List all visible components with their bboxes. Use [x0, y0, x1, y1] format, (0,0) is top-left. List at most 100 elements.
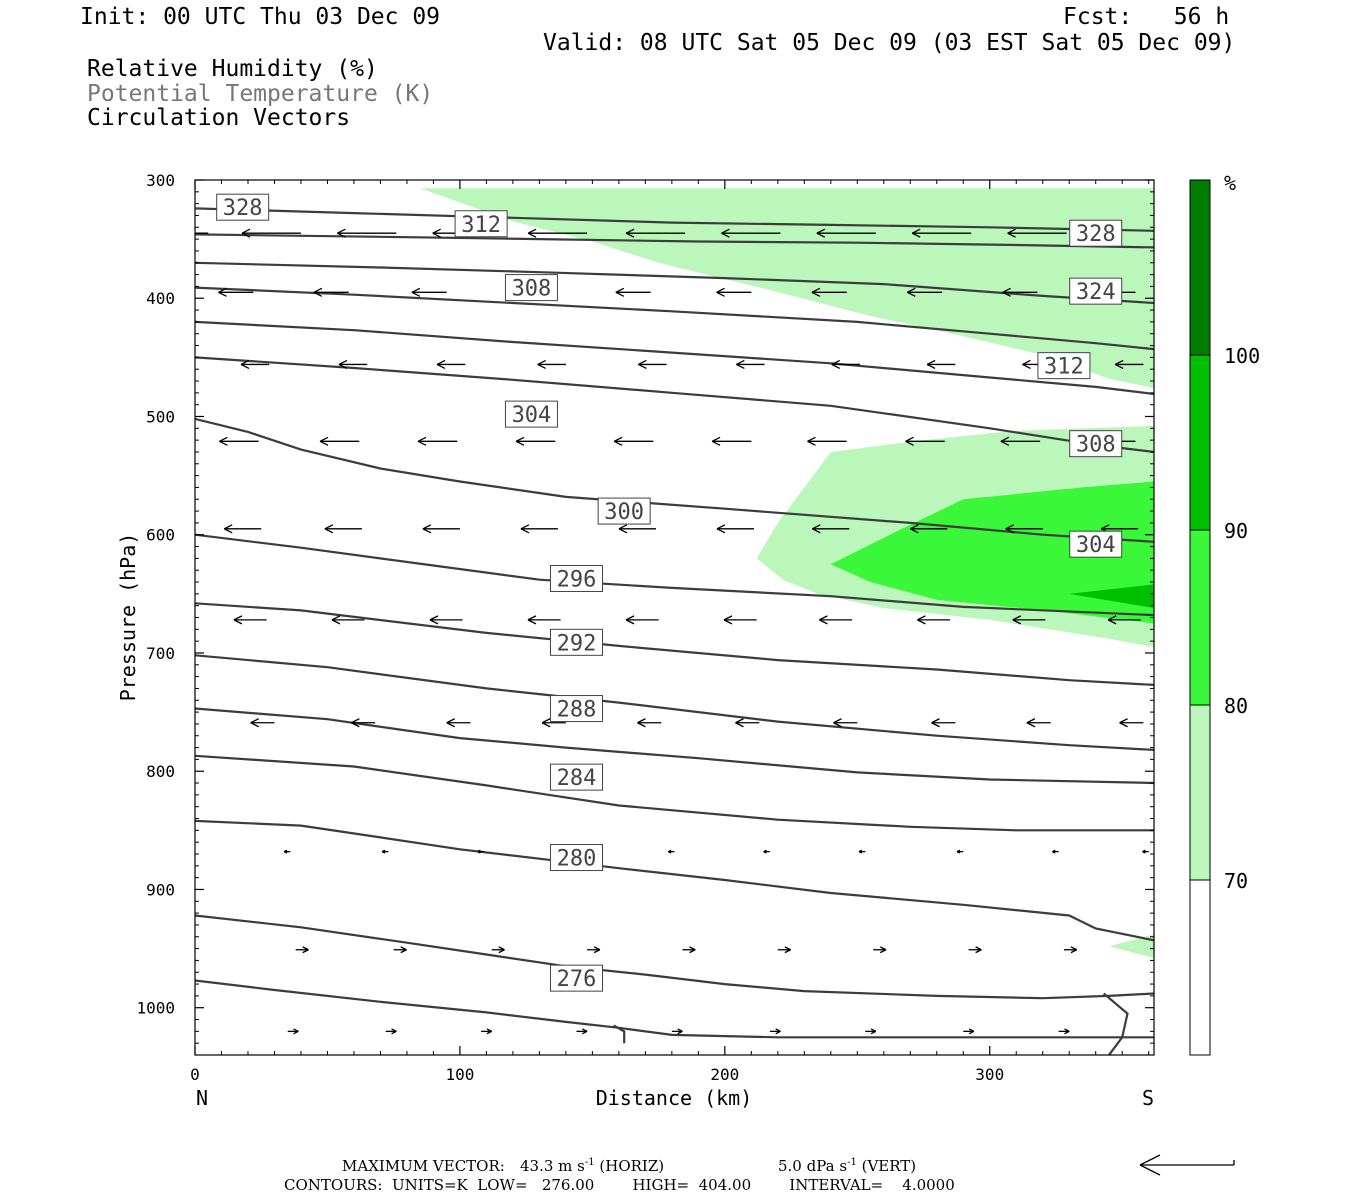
theta-contour-label: 292: [549, 628, 603, 656]
circulation-vector: [381, 849, 389, 854]
circulation-vector: [481, 1028, 493, 1035]
colorbar-level-label: 90: [1224, 519, 1248, 543]
theta-contour-label: 328: [216, 193, 270, 221]
circulation-vector: [613, 436, 654, 446]
y-tick-label: 900: [146, 880, 175, 899]
svg-text:328: 328: [223, 196, 263, 221]
x-end-label-south: S: [1142, 1086, 1154, 1110]
circulation-vector: [527, 615, 561, 625]
circulation-vector: [241, 228, 301, 238]
theta-contour-332: [195, 207, 1154, 232]
colorbar-level-label: 100: [1224, 344, 1260, 368]
init-time: Init: 00 UTC Thu 03 Dec 09: [80, 4, 441, 30]
svg-text:300: 300: [604, 500, 644, 525]
circulation-vector: [541, 718, 566, 728]
field-title-vectors: Circulation Vectors: [87, 105, 351, 131]
theta-contour-292: [195, 707, 1154, 785]
circulation-vector: [682, 946, 696, 954]
theta-contour-label: 284: [549, 763, 603, 791]
theta-contour-316: [195, 320, 1154, 396]
circulation-vector: [515, 436, 556, 446]
circulation-vector: [910, 524, 948, 534]
max-vector-vert: 5.0 dPa s-1 (VERT): [778, 1157, 917, 1175]
theta-contour-308: [195, 417, 1154, 543]
circulation-vector: [351, 718, 376, 728]
colorbar-level-label: 80: [1224, 694, 1248, 718]
circulation-vector: [956, 849, 964, 854]
theta-contour-label: 308: [504, 274, 558, 302]
circulation-vector: [873, 946, 887, 954]
circulation-vector: [911, 228, 972, 238]
theta-contour-segment: [1102, 992, 1129, 1055]
svg-text:284: 284: [557, 766, 597, 791]
theta-contour-284: [195, 819, 1154, 942]
circulation-vector: [625, 615, 659, 625]
colorbar-segment: [1189, 879, 1211, 1056]
circulation-vector: [491, 946, 505, 954]
circulation-vector: [1052, 849, 1059, 854]
colorbar-segment: [1189, 354, 1211, 531]
theta-contour-300: [195, 602, 1154, 686]
circulation-vector: [811, 287, 847, 297]
circulation-vector: [816, 228, 876, 238]
circulation-vector: [422, 524, 460, 534]
y-axis-title: Pressure (hPa): [116, 533, 140, 702]
circulation-vector: [905, 436, 945, 446]
svg-text:288: 288: [557, 698, 597, 723]
colorbar-unit: %: [1224, 171, 1236, 195]
circulation-vector: [1058, 1028, 1070, 1035]
circulation-vector: [233, 615, 267, 625]
circulation-vector: [337, 228, 397, 238]
svg-text:276: 276: [557, 967, 597, 992]
circulation-vector: [411, 287, 447, 297]
circulation-vector: [1002, 287, 1038, 297]
circulation-vector: [250, 718, 275, 728]
circulation-vector: [1005, 524, 1043, 534]
circulation-vector: [831, 359, 860, 370]
rh-fill-70: [420, 188, 1154, 389]
circulation-vector: [527, 228, 588, 238]
theta-contour-label: 324: [1069, 277, 1123, 305]
x-tick-label: 100: [445, 1065, 474, 1084]
circulation-vector: [638, 359, 667, 370]
circulation-vector: [858, 849, 866, 854]
circulation-vector: [537, 359, 566, 370]
x-axis-title: Distance (km): [596, 1086, 753, 1110]
circulation-vector: [1000, 436, 1041, 446]
circulation-vector: [777, 946, 791, 954]
circulation-vector: [223, 524, 262, 534]
circulation-vector: [1063, 946, 1078, 954]
y-tick-label: 500: [146, 407, 175, 426]
theta-contour-segment: [613, 1024, 626, 1044]
max-vector-horiz: 43.3 m s-1 (HORIZ): [520, 1157, 665, 1175]
circulation-vector: [385, 1028, 397, 1035]
theta-contour-label: 312: [454, 210, 508, 238]
circulation-vector: [520, 524, 558, 534]
y-tick-label: 1000: [136, 999, 175, 1018]
x-tick-label: 0: [190, 1065, 200, 1084]
circulation-vector: [711, 436, 752, 446]
x-tick-label: 300: [975, 1065, 1004, 1084]
circulation-vector: [618, 524, 656, 534]
theta-contour-320: [195, 286, 1154, 351]
circulation-vector: [477, 849, 484, 854]
circulation-vector: [615, 287, 651, 297]
rh-fill-70: [1109, 934, 1154, 958]
svg-text:328: 328: [1076, 222, 1116, 247]
circulation-vector: [283, 849, 291, 854]
circulation-vector: [968, 946, 982, 954]
reference-vector-arrow: [1139, 1154, 1235, 1176]
theta-contour-label: 304: [504, 400, 558, 428]
y-tick-label: 300: [146, 171, 175, 190]
field-title-theta: Potential Temperature (K): [87, 81, 434, 107]
circulation-vector: [723, 615, 757, 625]
circulation-vector: [769, 1028, 781, 1035]
circulation-vector: [446, 718, 471, 728]
circulation-vector: [219, 436, 259, 446]
circulation-vector: [763, 849, 770, 854]
svg-text:304: 304: [1076, 533, 1116, 558]
theta-contour-label: 288: [549, 695, 603, 723]
theta-contour-324: [195, 261, 1154, 305]
circulation-vector: [429, 615, 463, 625]
svg-text:312: 312: [461, 213, 501, 238]
